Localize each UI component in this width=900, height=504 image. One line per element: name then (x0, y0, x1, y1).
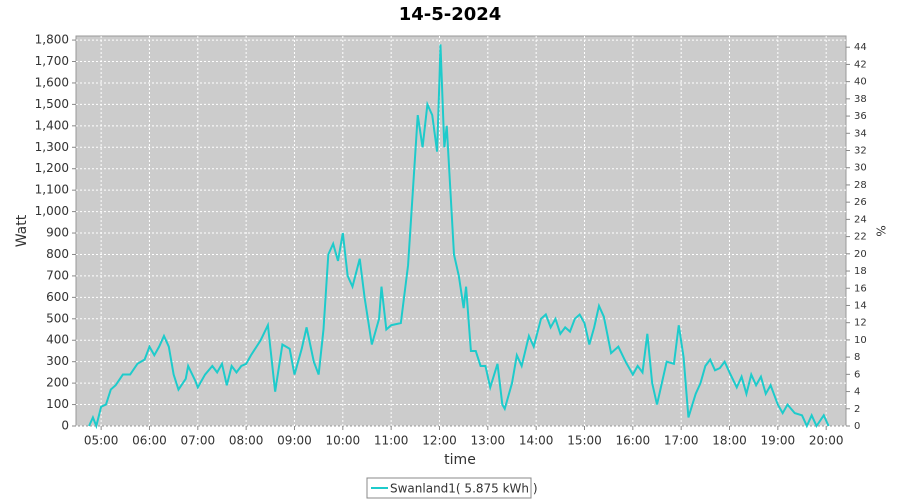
y-tick-label: 800 (46, 247, 69, 261)
y2-tick-label: 16 (854, 283, 867, 294)
x-tick-label: 06:00 (132, 434, 167, 448)
x-tick-label: 20:00 (809, 434, 844, 448)
chart-title: 14-5-2024 (399, 4, 502, 25)
y2-tick-label: 40 (854, 77, 867, 88)
y-tick-label: 100 (46, 397, 69, 411)
x-tick-label: 11:00 (374, 434, 409, 448)
data-line (88, 44, 830, 430)
legend-label: Swanland1( 5.875 kWh ) (390, 482, 538, 496)
x-tick-label: 14:00 (519, 434, 554, 448)
y-tick-label: 1,800 (35, 33, 69, 47)
y-tick-label: 1,200 (35, 161, 69, 175)
x-tick-label: 15:00 (567, 434, 602, 448)
y2-tick-label: 6 (854, 369, 860, 380)
x-tick-label: 13:00 (471, 434, 506, 448)
y-tick-label: 700 (46, 268, 69, 282)
y-tick-label: 1,000 (35, 204, 69, 218)
x-tick-label: 18:00 (712, 434, 747, 448)
x-axis-label: time (444, 452, 476, 468)
y2-tick-label: 26 (854, 197, 867, 208)
y-tick-label: 900 (46, 226, 69, 240)
x-tick-label: 19:00 (761, 434, 796, 448)
y-tick-label: 500 (46, 311, 69, 325)
y-tick-label: 400 (46, 333, 69, 347)
y2-tick-label: 8 (854, 352, 860, 363)
x-tick-label: 12:00 (422, 434, 457, 448)
legend (366, 477, 532, 499)
y2-tick-label: 20 (854, 249, 867, 260)
y2-tick-label: 38 (854, 94, 867, 105)
x-tick-label: 16:00 (616, 434, 651, 448)
y2-tick-label: 30 (854, 163, 867, 174)
y2-tick-label: 4 (854, 387, 860, 398)
x-tick-label: 07:00 (181, 434, 216, 448)
y-tick-label: 1,300 (35, 140, 69, 154)
y-tick-label: 1,700 (35, 54, 69, 68)
y-axis-label: Watt (14, 214, 30, 247)
y2-tick-label: 0 (854, 421, 860, 432)
y2-tick-label: 22 (854, 232, 867, 243)
x-tick-label: 17:00 (664, 434, 699, 448)
y2-tick-label: 2 (854, 404, 860, 415)
y2-tick-label: 18 (854, 266, 867, 277)
y2-tick-label: 12 (854, 318, 867, 329)
y2-tick-label: 44 (854, 42, 867, 53)
y-tick-label: 600 (46, 290, 69, 304)
plot-area (75, 35, 847, 427)
y2-tick-label: 34 (854, 128, 867, 139)
y-tick-label: 1,400 (35, 118, 69, 132)
y2-tick-label: 14 (854, 300, 867, 311)
x-tick-label: 09:00 (277, 434, 312, 448)
x-tick-label: 05:00 (84, 434, 119, 448)
y2-tick-label: 10 (854, 335, 867, 346)
y-tick-label: 1,100 (35, 183, 69, 197)
y-tick-label: 1,600 (35, 75, 69, 89)
y2-axis-label: % (874, 225, 888, 236)
x-tick-label: 10:00 (326, 434, 361, 448)
y2-tick-label: 32 (854, 146, 867, 157)
y-tick-label: 0 (61, 419, 69, 433)
y2-tick-label: 42 (854, 59, 867, 70)
y2-tick-label: 28 (854, 180, 867, 191)
y2-tick-label: 24 (854, 214, 867, 225)
x-tick-label: 08:00 (229, 434, 264, 448)
y-tick-label: 1,500 (35, 97, 69, 111)
y-tick-label: 200 (46, 376, 69, 390)
y-tick-label: 300 (46, 354, 69, 368)
y2-tick-label: 36 (854, 111, 867, 122)
